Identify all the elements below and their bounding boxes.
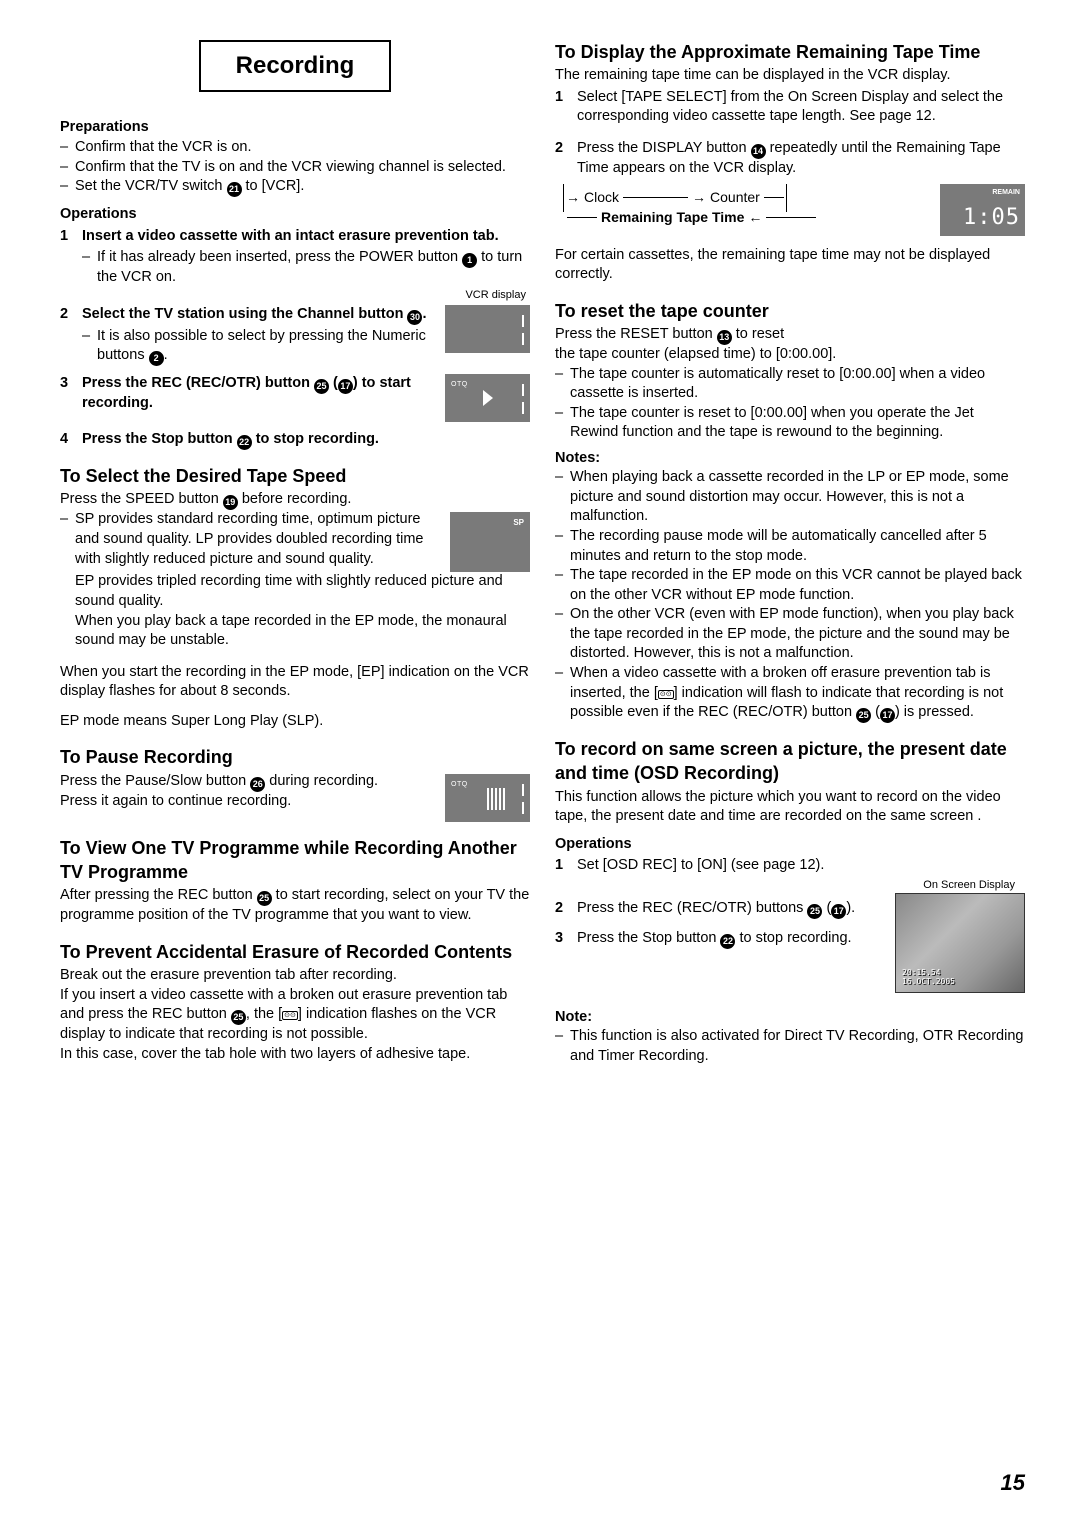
remain-note: For certain cassettes, the remaining tap…	[555, 246, 1025, 285]
osd-note-item: –This function is also activated for Dir…	[555, 1027, 1025, 1066]
remain-heading: To Display the Approximate Remaining Tap…	[555, 40, 1025, 64]
flow-diagram: REMAIN 1:05 →Clock →Counter Remaining Ta…	[555, 181, 1025, 242]
title-box: Recording	[199, 40, 392, 92]
ref-icon: 30	[407, 310, 422, 325]
operation-step: 2Select the TV station using the Channel…	[60, 305, 437, 325]
ref-icon: 13	[717, 330, 732, 345]
speed-item-cont: EP provides tripled recording time with …	[60, 572, 530, 611]
cassette-icon: ⊙⊙	[658, 690, 674, 699]
reset-item: –The tape counter is automatically reset…	[555, 365, 1025, 404]
note-item: –When playing back a cassette recorded i…	[555, 468, 1025, 527]
operation-step: 4Press the Stop button 22 to stop record…	[60, 430, 530, 450]
speed-item-cont: When you play back a tape recorded in th…	[60, 612, 530, 651]
left-column: Recording Preparations –Confirm that the…	[60, 40, 530, 1066]
tape-speed-para: EP mode means Super Long Play (SLP).	[60, 712, 530, 732]
tape-speed-para: When you start the recording in the EP m…	[60, 663, 530, 702]
prevent-text: In this case, cover the tab hole with tw…	[60, 1045, 530, 1065]
ref-icon: 17	[338, 379, 353, 394]
notes-heading: Notes:	[555, 449, 1025, 469]
ref-icon: 2	[149, 351, 164, 366]
osd-note-heading: Note:	[555, 1008, 1025, 1028]
ref-icon: 17	[880, 708, 895, 723]
vcr-display-icon: SP	[450, 512, 530, 572]
operations-heading: Operations	[60, 205, 530, 225]
ref-icon: 25	[856, 708, 871, 723]
note-item: –When a video cassette with a broken off…	[555, 664, 1025, 723]
prep-item: –Confirm that the TV is on and the VCR v…	[60, 158, 530, 178]
ref-icon: 14	[751, 144, 766, 159]
remain-display-icon: REMAIN 1:05	[940, 184, 1025, 236]
preparations-heading: Preparations	[60, 118, 530, 138]
page-number: 15	[1001, 1468, 1025, 1498]
op-sub: –If it has already been inserted, press …	[60, 248, 530, 288]
operation-step: 3Press the REC (REC/OTR) button 25 (17) …	[60, 374, 437, 414]
note-item: –The tape recorded in the EP mode on thi…	[555, 566, 1025, 605]
ref-icon: 25	[257, 891, 272, 906]
vcr-display-icon: OTQ	[445, 374, 530, 422]
remain-step: 1Select [TAPE SELECT] from the On Screen…	[555, 88, 1025, 127]
ref-icon: 21	[227, 182, 242, 197]
speed-item: –SP provides standard recording time, op…	[60, 510, 442, 569]
op-sub: –It is also possible to select by pressi…	[60, 327, 437, 367]
prep-item: –Set the VCR/TV switch 21 to [VCR].	[60, 177, 530, 197]
prep-item: –Confirm that the VCR is on.	[60, 138, 530, 158]
reset-text: Press the RESET button 13 to reset	[555, 325, 1025, 345]
ref-icon: 1	[462, 253, 477, 268]
pause-heading: To Pause Recording	[60, 745, 530, 769]
ref-icon: 19	[223, 495, 238, 510]
ref-icon: 25	[314, 379, 329, 394]
osd-image-placeholder: 20:15.5416.OCT.2005	[895, 893, 1025, 993]
vcr-caption: VCR display	[60, 288, 526, 303]
ref-icon: 17	[831, 904, 846, 919]
main-title: Recording	[236, 52, 355, 79]
vcr-display-icon	[445, 305, 530, 353]
osd-heading: To record on same screen a picture, the …	[555, 737, 1025, 786]
right-column: To Display the Approximate Remaining Tap…	[555, 40, 1025, 1066]
cassette-icon: ⊙⊙	[282, 1011, 298, 1020]
prevent-text: If you insert a video cassette with a br…	[60, 986, 530, 1045]
ref-icon: 22	[720, 934, 735, 949]
prevent-text: Break out the erasure prevention tab aft…	[60, 966, 530, 986]
remain-intro: The remaining tape time can be displayed…	[555, 66, 1025, 86]
remain-step: 2Press the DISPLAY button 14 repeatedly …	[555, 139, 1025, 179]
ref-icon: 25	[807, 904, 822, 919]
ref-icon: 26	[250, 777, 265, 792]
osd-ops-heading: Operations	[555, 835, 1025, 855]
view-text: After pressing the REC button 25 to star…	[60, 886, 530, 926]
ref-icon: 25	[231, 1010, 246, 1025]
osd-step: 2Press the REC (REC/OTR) buttons 25 (17)…	[555, 899, 887, 919]
operation-step: 1Insert a video cassette with an intact …	[60, 227, 530, 247]
osd-caption: On Screen Display	[555, 878, 1015, 893]
view-heading: To View One TV Programme while Recording…	[60, 836, 530, 885]
reset-item: –The tape counter is reset to [0:00.00] …	[555, 404, 1025, 443]
note-item: –On the other VCR (even with EP mode fun…	[555, 605, 1025, 664]
ref-icon: 22	[237, 435, 252, 450]
vcr-display-icon: OTQ	[445, 774, 530, 822]
reset-heading: To reset the tape counter	[555, 299, 1025, 323]
prevent-heading: To Prevent Accidental Erasure of Recorde…	[60, 940, 530, 964]
note-item: –The recording pause mode will be automa…	[555, 527, 1025, 566]
tape-speed-heading: To Select the Desired Tape Speed	[60, 464, 530, 488]
tape-speed-intro: Press the SPEED button 19 before recordi…	[60, 490, 530, 510]
osd-step: 1Set [OSD REC] to [ON] (see page 12).	[555, 856, 1025, 876]
osd-step: 3Press the Stop button 22 to stop record…	[555, 929, 887, 949]
osd-intro: This function allows the picture which y…	[555, 788, 1025, 827]
reset-text: the tape counter (elapsed time) to [0:00…	[555, 345, 1025, 365]
